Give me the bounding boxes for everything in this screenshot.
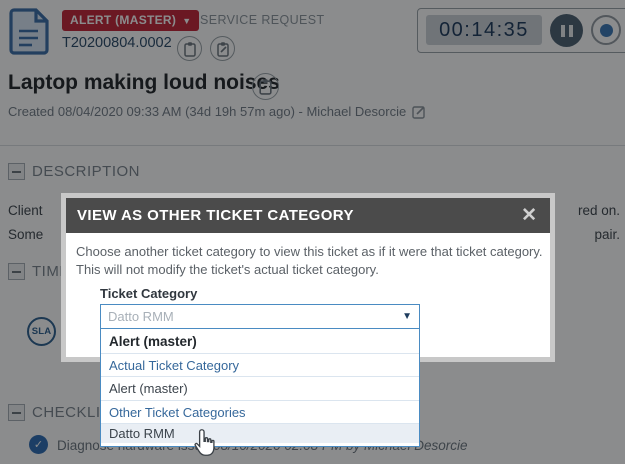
- description-text-fragment: red on.: [577, 203, 620, 218]
- copy-title-button[interactable]: [252, 73, 279, 100]
- close-icon[interactable]: ✕: [521, 205, 537, 226]
- chevron-down-icon: ▼: [402, 311, 412, 322]
- created-text: Created 08/04/2020 09:33 AM (34d 19h 57m…: [8, 104, 407, 119]
- timer-widget: 00:14:35 ✕: [417, 8, 625, 53]
- hand-cursor-icon: [190, 427, 217, 463]
- sla-badge: SLA: [27, 317, 56, 346]
- created-line: Created 08/04/2020 09:33 AM (34d 19h 57m…: [8, 104, 426, 119]
- status-badge[interactable]: ALERT (MASTER) ▼: [62, 10, 200, 31]
- ticket-type-label: SERVICE REQUEST: [200, 13, 325, 27]
- timer-display: 00:14:35: [426, 15, 542, 45]
- dropdown-group-actual-ticket-category[interactable]: Actual Ticket Category: [101, 353, 419, 376]
- record-time-button[interactable]: [591, 15, 621, 45]
- collapse-time-button[interactable]: [8, 263, 25, 280]
- clipboard-edit-icon: [216, 41, 229, 57]
- collapse-description-button[interactable]: [8, 163, 25, 180]
- copy-ticket-number-button[interactable]: [177, 36, 202, 61]
- document-icon: [8, 7, 51, 61]
- collapse-checklist-button[interactable]: [8, 404, 25, 421]
- clipboard-icon: [183, 41, 196, 57]
- ticket-category-select-value: Datto RMM: [108, 309, 174, 324]
- ticket-category-dropdown-list: Alert (master) Actual Ticket Category Al…: [100, 329, 420, 447]
- clipboard-icon: [259, 79, 272, 95]
- dropdown-group-other-ticket-categories[interactable]: Other Ticket Categories: [101, 400, 419, 423]
- description-text-fragment: Some: [8, 227, 44, 242]
- ticket-category-label: Ticket Category: [100, 286, 198, 301]
- chevron-down-icon: ▼: [182, 16, 192, 26]
- ticket-title: Laptop making loud noises: [8, 71, 280, 94]
- divider: [0, 145, 625, 146]
- modal-description: Choose another ticket category to view t…: [76, 244, 543, 278]
- dropdown-item-alert-master[interactable]: Alert (master): [101, 376, 419, 400]
- description-text-fragment: pair.: [594, 227, 620, 242]
- dropdown-item-current[interactable]: Alert (master): [109, 333, 197, 349]
- checklist-check-icon[interactable]: ✓: [29, 435, 48, 454]
- modal-title: VIEW AS OTHER TICKET CATEGORY: [77, 207, 354, 224]
- pause-timer-button[interactable]: [550, 14, 583, 47]
- dropdown-item-datto-rmm[interactable]: Datto RMM: [101, 423, 419, 443]
- edit-icon[interactable]: [412, 105, 426, 119]
- ticket-category-select[interactable]: Datto RMM ▼: [100, 304, 420, 329]
- status-badge-label: ALERT (MASTER): [70, 13, 177, 27]
- copy-ticket-details-button[interactable]: [210, 36, 235, 61]
- record-dot-icon: [599, 23, 613, 37]
- ticket-number: T20200804.0002: [62, 35, 172, 51]
- modal-header: VIEW AS OTHER TICKET CATEGORY ✕: [66, 198, 550, 233]
- pause-icon: [560, 24, 565, 37]
- section-description-label: DESCRIPTION: [32, 163, 141, 180]
- section-time-label: TIME: [32, 263, 70, 280]
- description-text-fragment: Client: [8, 203, 43, 218]
- section-checklist-label: CHECKLIST: [32, 404, 121, 421]
